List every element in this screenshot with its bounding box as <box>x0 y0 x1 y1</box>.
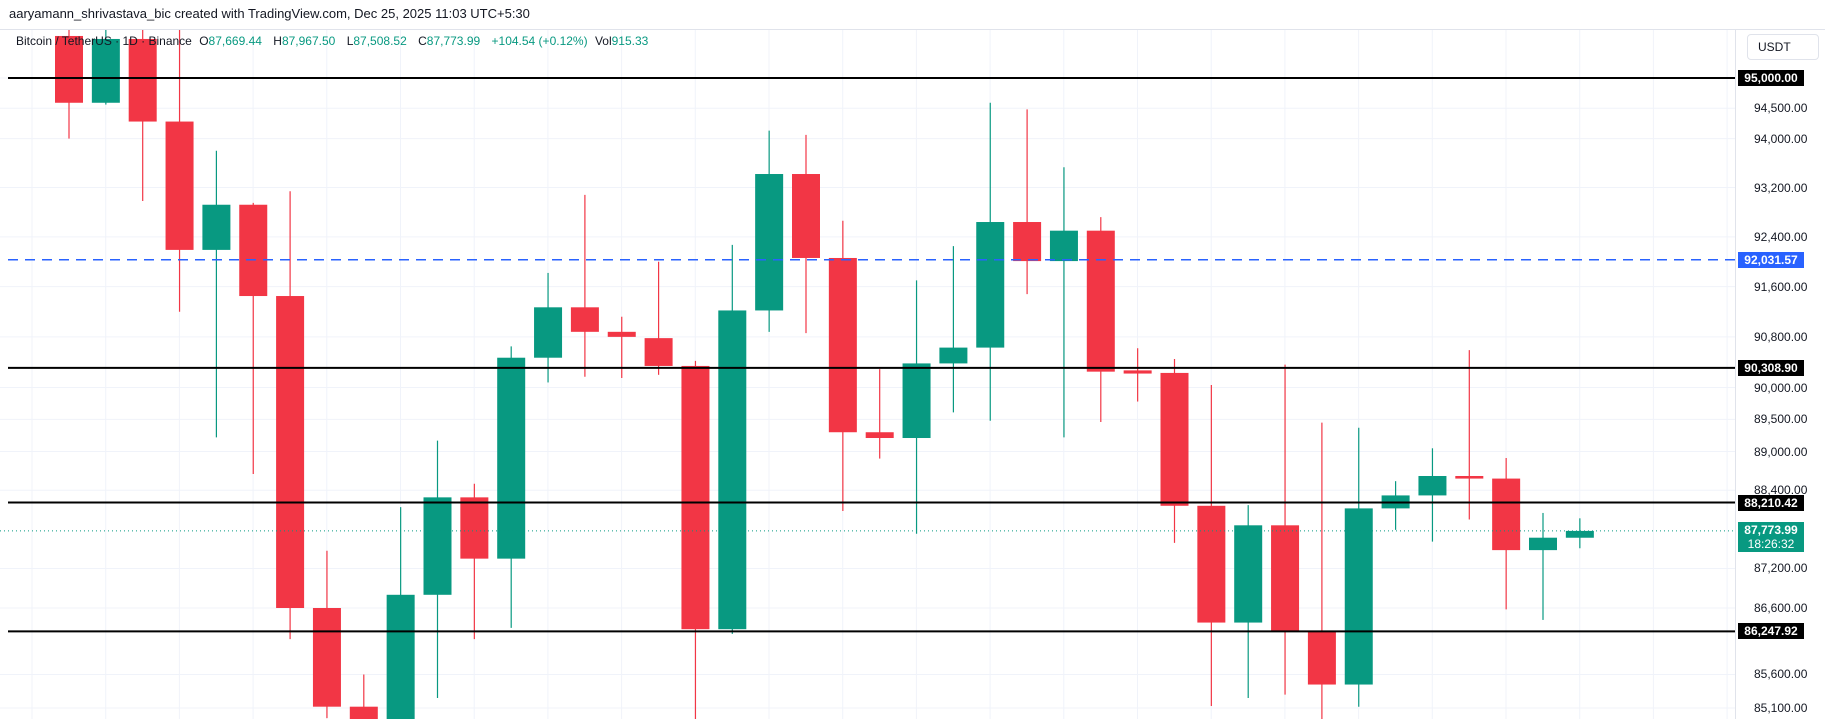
low-label: L <box>346 34 354 48</box>
attribution-text: aaryamann_shrivastava_bic created with T… <box>9 6 530 21</box>
candle-down <box>1197 505 1226 623</box>
candle-up <box>202 204 231 250</box>
high-value: 87,967.50 <box>281 34 336 48</box>
candle-up <box>497 357 526 559</box>
candle-up <box>534 307 563 358</box>
candlestick-chart[interactable] <box>0 30 1735 719</box>
candle-down <box>828 257 857 433</box>
price-tick: 90,800.00 <box>1754 329 1808 344</box>
symbol-title[interactable]: Bitcoin / TetherUS · 1D · Binance <box>16 34 192 48</box>
candle-down <box>1123 370 1152 374</box>
candle-down <box>312 608 341 707</box>
price-tick: 89,000.00 <box>1754 444 1808 459</box>
last-price-value: 87,773.99 <box>1744 522 1798 537</box>
candle-up <box>939 347 968 364</box>
candle-up <box>1234 525 1263 623</box>
price-tick: 85,100.00 <box>1754 701 1808 716</box>
attribution-bar: aaryamann_shrivastava_bic created with T… <box>0 0 1825 30</box>
candle-down <box>165 121 194 250</box>
price-tick: 91,600.00 <box>1754 279 1808 294</box>
candle-up <box>386 594 415 719</box>
close-label: C <box>418 34 427 48</box>
change-value: +104.54 (+0.12%) <box>491 34 588 48</box>
price-tick: 94,500.00 <box>1754 101 1808 116</box>
candle-down <box>570 307 599 332</box>
high-label: H <box>273 34 282 48</box>
price-tick: 86,600.00 <box>1754 601 1808 615</box>
price-tick: 88,400.00 <box>1754 483 1808 498</box>
candle-up <box>423 497 452 595</box>
candle-down <box>1086 230 1115 372</box>
candle-down <box>644 338 673 366</box>
candle-down <box>239 204 268 297</box>
candle-down <box>128 38 157 122</box>
level-price-tag: 95,000.00 <box>1738 70 1804 86</box>
candle-up <box>902 363 931 439</box>
candle-up <box>1049 230 1078 262</box>
candle-down <box>792 174 820 258</box>
level-price-tag: 88,210.42 <box>1738 494 1804 511</box>
price-tick: 94,000.00 <box>1754 131 1808 146</box>
candle-up <box>1344 508 1373 685</box>
candle-down <box>1455 475 1484 479</box>
level-price-tag: 92,031.57 <box>1738 251 1804 268</box>
price-tick: 85,600.00 <box>1754 667 1808 682</box>
currency-unit-button[interactable]: USDT <box>1747 34 1819 60</box>
candle-down <box>1013 222 1042 262</box>
level-price-tag: 90,308.90 <box>1738 359 1804 376</box>
candle-down <box>1307 630 1336 685</box>
candle-down <box>1271 525 1300 631</box>
open-label: O <box>199 34 209 48</box>
candle-up <box>1418 475 1447 496</box>
candle-down <box>276 296 305 609</box>
candle-down <box>1160 372 1189 506</box>
volume-label: Vol <box>594 34 612 48</box>
candle-down <box>1492 478 1521 551</box>
candle-down <box>349 706 378 719</box>
volume-value: 915.33 <box>611 34 649 48</box>
candle-down <box>55 35 83 103</box>
price-tick: 87,200.00 <box>1754 561 1808 576</box>
candle-up <box>1565 530 1594 538</box>
last-price-tag: 87,773.99 18:26:32 <box>1738 521 1804 552</box>
low-value: 87,508.52 <box>353 34 407 48</box>
candle-up <box>91 38 120 103</box>
candle-up <box>976 222 1005 348</box>
close-value: 87,773.99 <box>426 34 481 48</box>
candle-up <box>718 310 747 630</box>
open-value: 87,669.44 <box>208 34 262 48</box>
price-tick: 90,000.00 <box>1754 380 1808 395</box>
candle-up <box>1529 537 1557 551</box>
ohlc-legend: Bitcoin / TetherUS · 1D · Binance O87,66… <box>16 34 656 48</box>
price-tick: 89,500.00 <box>1754 412 1808 427</box>
candle-down <box>681 365 710 630</box>
candle-down <box>865 432 894 439</box>
bar-countdown: 18:26:32 <box>1747 536 1795 551</box>
candle-down <box>460 497 489 559</box>
candle-down <box>607 331 636 337</box>
level-price-tag: 86,247.92 <box>1738 623 1804 640</box>
price-tick: 92,400.00 <box>1754 229 1808 244</box>
candle-up <box>755 174 784 311</box>
price-tick: 93,200.00 <box>1754 180 1808 195</box>
